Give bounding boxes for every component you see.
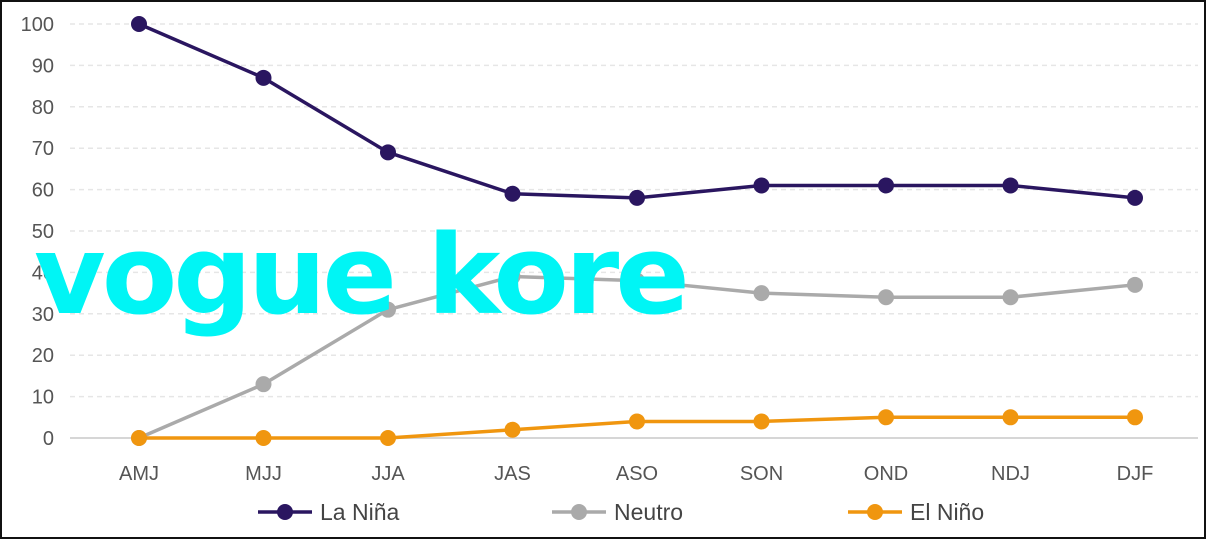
series-point-2 [629,413,645,430]
y-tick-label: 90 [32,55,54,77]
series-point-0 [1127,189,1143,206]
series-point-1 [753,285,770,302]
x-tick-label: AMJ [119,463,159,485]
series-point-0 [255,69,272,86]
y-tick-label: 80 [32,97,54,119]
legend-label: El Niño [910,499,984,525]
legend-label: Neutro [614,499,683,525]
series-point-0 [131,16,147,32]
series-point-0 [629,189,645,206]
series-point-0 [504,185,521,202]
x-tick-label: NDJ [991,463,1030,485]
series-point-2 [255,430,272,446]
legend-marker [277,504,293,520]
x-tick-label: JAS [494,463,531,485]
x-tick-label: DJF [1117,463,1154,485]
series-point-2 [1002,409,1019,426]
series-line-0 [138,22,1136,200]
series-point-2 [753,413,770,430]
series-point-0 [753,177,770,194]
series-point-2 [504,421,521,438]
series-point-0 [380,144,396,161]
y-tick-label: 0 [43,428,54,450]
series-point-1 [504,268,521,285]
y-tick-label: 10 [32,387,54,409]
y-tick-label: 40 [32,262,54,284]
series-point-1 [878,289,894,306]
series-point-1 [255,376,272,393]
y-tick-label: 50 [32,221,54,243]
legend-label: La Niña [320,499,399,525]
series-point-0 [878,177,894,194]
x-tick-label: SON [740,463,783,485]
legend-marker [571,504,587,520]
series-point-2 [131,430,147,446]
x-tick-label: JJA [371,463,405,485]
x-tick-label: MJJ [245,463,282,485]
series-point-1 [1002,289,1019,306]
series-point-2 [1127,409,1143,426]
series-point-2 [878,409,894,426]
series-point-1 [380,301,396,318]
y-tick-label: 60 [32,180,54,202]
y-tick-label: 100 [21,14,54,36]
legend-marker [867,504,883,520]
series-point-0 [1002,177,1019,194]
x-tick-label: OND [864,463,908,485]
series-point-1 [1127,276,1143,293]
y-tick-label: 70 [32,138,54,160]
series-point-1 [629,272,645,289]
x-tick-label: ASO [616,463,658,485]
y-tick-label: 20 [32,345,54,367]
y-tick-label: 30 [32,304,54,326]
watermark-text: vogue kore [34,211,690,339]
series-point-2 [380,430,396,446]
